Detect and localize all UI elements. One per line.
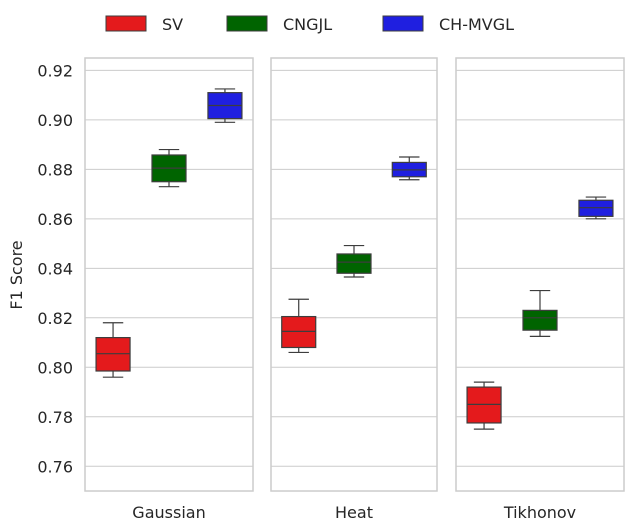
y-axis-label: F1 Score: [7, 240, 26, 309]
y-tick-label: 0.84: [37, 259, 73, 278]
y-tick-label: 0.76: [37, 457, 73, 476]
y-tick-label: 0.82: [37, 309, 73, 328]
box-ch-mvgl: [578, 196, 614, 220]
panel-frame: [455, 57, 625, 492]
box-iqr: [95, 336, 131, 372]
box-cngjl: [151, 148, 187, 188]
box-iqr: [281, 315, 317, 349]
legend-item-cngjl: CNGJL: [226, 15, 332, 34]
box-cngjl: [522, 289, 558, 337]
legend-label: CH-MVGL: [439, 15, 514, 34]
box-ch-mvgl: [391, 156, 427, 181]
legend-label: CNGJL: [283, 15, 332, 34]
box-iqr: [466, 386, 502, 424]
box-cngjl: [336, 244, 372, 278]
y-tick-label: 0.78: [37, 408, 73, 427]
box-iqr: [522, 309, 558, 331]
box-iqr: [336, 253, 372, 274]
panel-heat: Heat: [270, 57, 438, 522]
panel-frame: [84, 57, 254, 492]
box-sv: [466, 381, 502, 430]
y-tick-label: 0.80: [37, 358, 73, 377]
legend: SV CNGJL CH-MVGL: [105, 15, 514, 34]
legend-swatch: [105, 15, 147, 32]
panel-tikhonov: Tikhonov: [455, 57, 625, 522]
box-sv: [281, 298, 317, 354]
y-tick-label: 0.86: [37, 210, 73, 229]
legend-swatch: [226, 15, 268, 32]
x-tick-label: Tikhonov: [503, 503, 576, 522]
box-iqr: [578, 199, 614, 217]
panel-frame: [270, 57, 438, 492]
panels: 0.76 0.78 0.80 0.82 0.84 0.86 0.88 0.90 0.92 Gaus…: [37, 57, 625, 522]
legend-item-ch-mvgl: CH-MVGL: [382, 15, 514, 34]
x-tick-label: Heat: [335, 503, 373, 522]
y-tick-label: 0.92: [37, 61, 73, 80]
panel-gaussian: 0.76 0.78 0.80 0.82 0.84 0.86 0.88 0.90 0.92 Gaus…: [37, 57, 254, 522]
legend-label: SV: [162, 15, 183, 34]
y-tick-label: 0.90: [37, 111, 73, 130]
box-sv: [95, 322, 131, 378]
box-ch-mvgl: [207, 88, 243, 123]
x-tick-label: Gaussian: [132, 503, 205, 522]
legend-swatch: [382, 15, 424, 32]
y-tick-label: 0.88: [37, 160, 73, 179]
legend-item-sv: SV: [105, 15, 183, 34]
